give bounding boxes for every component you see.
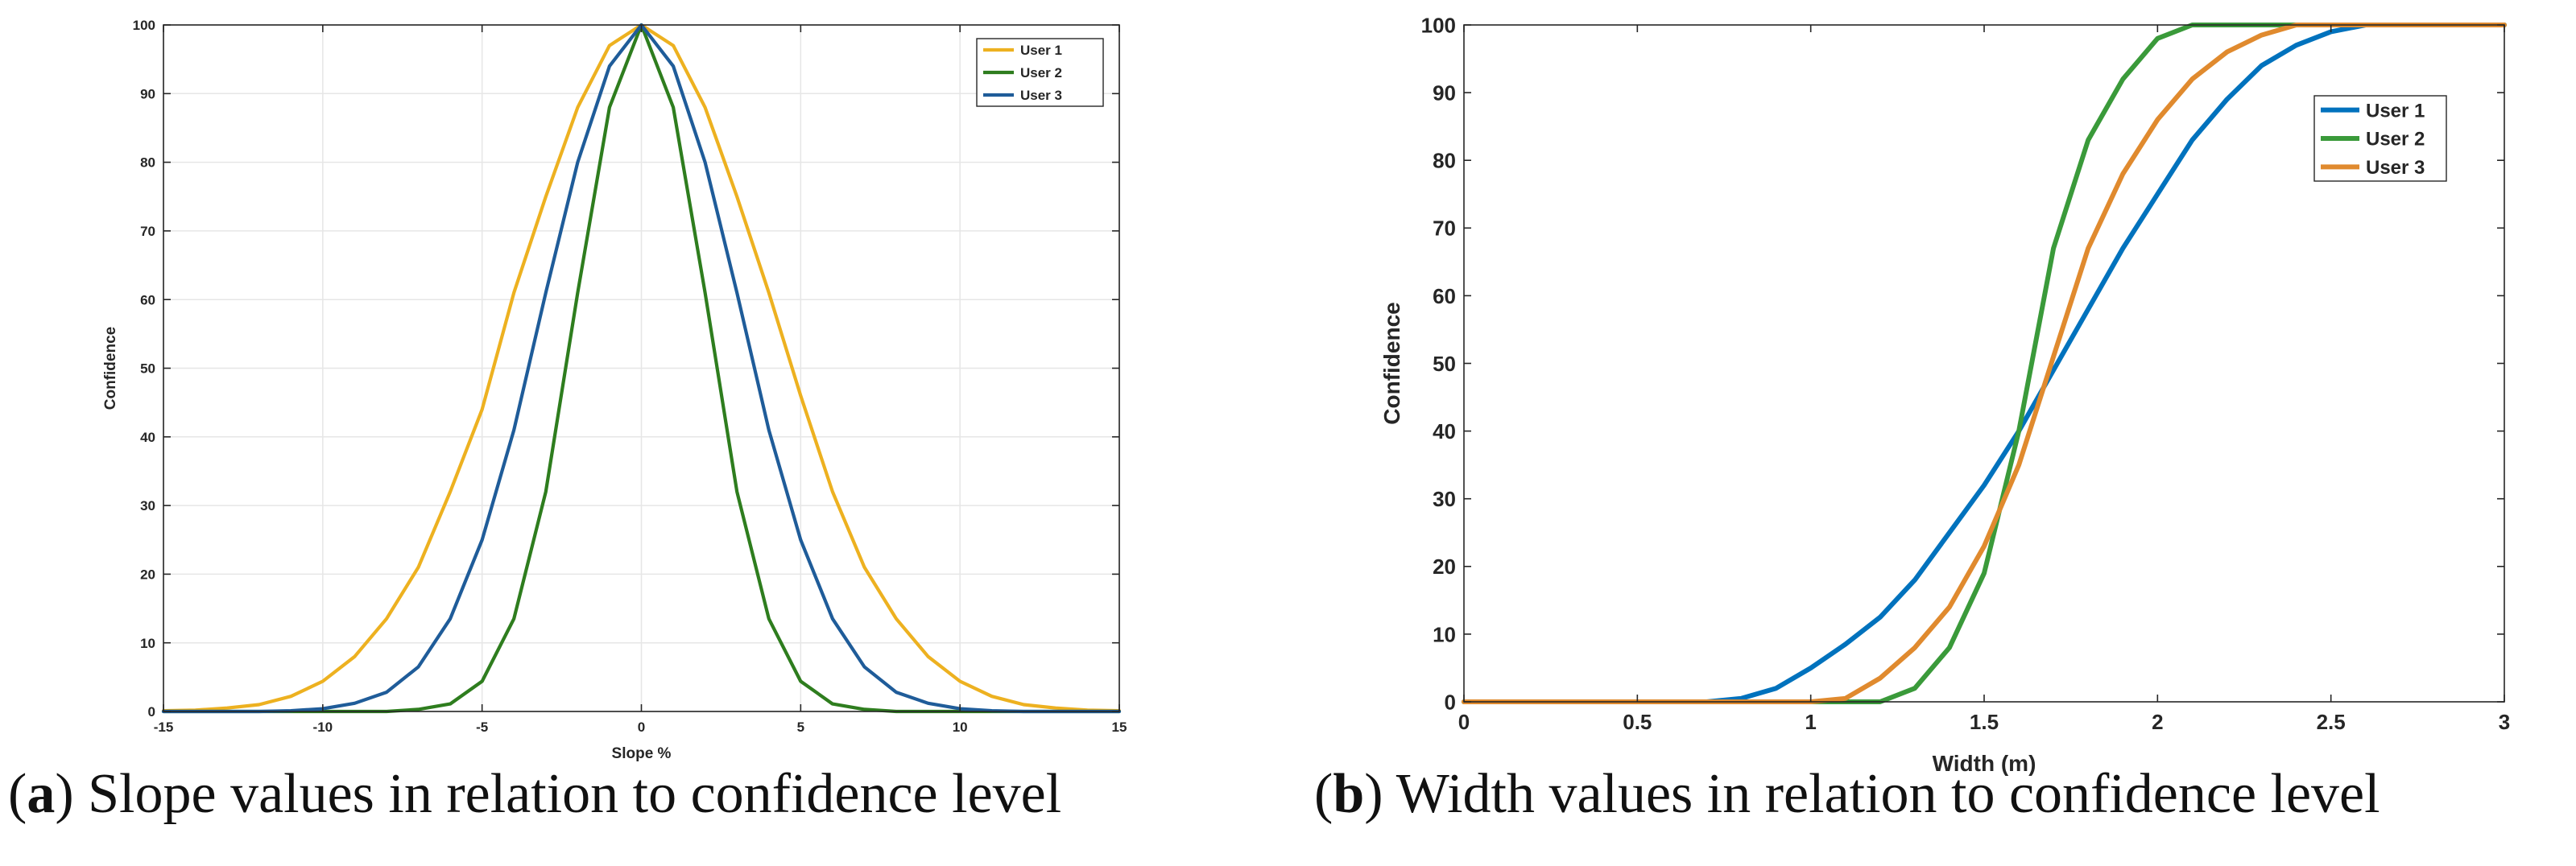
chart-width-confidence: 0 0.5 1 1.5 2 2.5 30102030405060708090100Width…	[1379, 13, 2510, 776]
y-axis-label: Confidence	[102, 327, 119, 410]
x-tick-label: 1.5	[1970, 710, 1999, 734]
y-tick-label: 90	[1433, 80, 1456, 105]
y-tick-label: 50	[140, 361, 155, 377]
y-tick-label: 40	[1433, 419, 1456, 443]
y-tick-label: 100	[133, 18, 155, 33]
chart-slope-confidence: -15 -10 -5 0 5 10 15 0 10 20 30 40 50 60 70 80 90 100 Slop…	[102, 18, 1127, 762]
y-tick-label: 60	[1433, 284, 1456, 308]
x-axis-label: Slope %	[612, 745, 672, 762]
caption-a-text: ) Slope values in relation to confidence…	[55, 763, 1062, 825]
x-tick-label: -10	[313, 720, 333, 735]
legend-label: User 3	[1020, 88, 1062, 103]
x-tick-label: -15	[154, 720, 174, 735]
y-tick-label: 10	[1433, 622, 1456, 646]
y-tick-label: 40	[140, 430, 155, 445]
legend-label: User 2	[2366, 129, 2425, 151]
caption-a: (a) Slope values in relation to confiden…	[8, 763, 1062, 825]
legend-label: User 1	[2366, 100, 2425, 122]
y-tick-label: 10	[140, 636, 155, 651]
y-tick-label: 30	[140, 498, 155, 513]
y-tick-label: 30	[1433, 487, 1456, 511]
y-tick-label: 70	[1433, 216, 1456, 241]
x-tick-label: 1	[1805, 710, 1816, 734]
caption-b-label: b	[1333, 763, 1365, 825]
y-tick-label: 50	[1433, 352, 1456, 376]
x-tick-label: 0.5	[1623, 710, 1652, 734]
y-tick-label: 90	[140, 86, 155, 101]
legend-label: User 3	[2366, 157, 2425, 179]
y-tick-label: 20	[1433, 555, 1456, 579]
x-tick-label: 0	[1458, 710, 1470, 734]
x-tick-label: 3	[2499, 710, 2510, 734]
y-tick-label: 70	[140, 224, 155, 239]
y-tick-label: 100	[1421, 13, 1456, 37]
y-tick-label: 80	[140, 155, 155, 171]
caption-b: (b) Width values in relation to confiden…	[1314, 763, 2380, 825]
x-tick-label: 5	[797, 720, 804, 735]
y-tick-label: 20	[140, 567, 155, 583]
x-axis-label: Width (m)	[1933, 751, 2036, 776]
x-tick-label: 0	[638, 720, 645, 735]
x-tick-label: 10	[953, 720, 968, 735]
y-tick-label: 0	[1445, 690, 1456, 714]
x-tick-label: 2.5	[2317, 710, 2346, 734]
y-tick-label: 60	[140, 292, 155, 307]
y-tick-label: 80	[1433, 149, 1456, 173]
x-tick-label: 15	[1112, 720, 1127, 735]
legend-label: User 2	[1020, 65, 1062, 80]
y-tick-label: 0	[148, 704, 155, 720]
x-tick-label: 2	[2152, 710, 2163, 734]
caption-a-label: a	[27, 763, 56, 825]
caption-b-text: ) Width values in relation to confidence…	[1364, 763, 2380, 825]
x-tick-label: -5	[476, 720, 488, 735]
legend-label: User 1	[1020, 43, 1062, 58]
y-axis-label: Confidence	[1379, 302, 1404, 424]
